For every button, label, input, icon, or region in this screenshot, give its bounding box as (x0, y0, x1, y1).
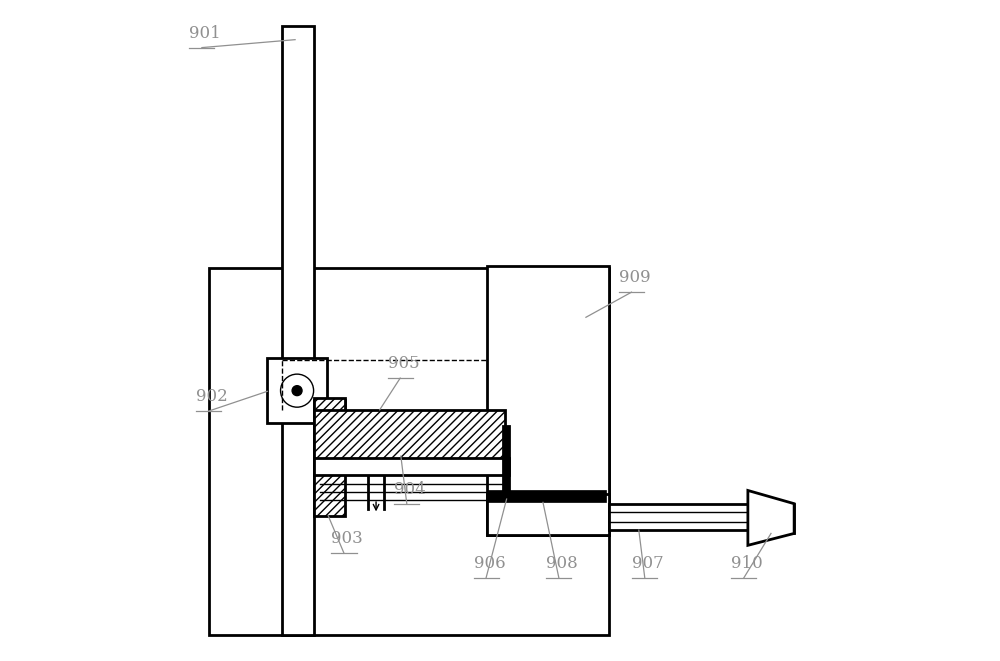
Text: 901: 901 (189, 24, 221, 42)
Text: 906: 906 (474, 555, 505, 572)
Bar (609, 504, 748, 530)
Text: 903: 903 (331, 530, 363, 547)
Bar (267, 358, 327, 423)
Bar (487, 266, 609, 535)
Bar (282, 26, 314, 635)
Text: 908: 908 (546, 555, 578, 572)
Text: 904: 904 (394, 481, 426, 498)
Text: 909: 909 (619, 269, 651, 286)
Bar (487, 494, 609, 535)
Bar (503, 426, 509, 499)
Circle shape (292, 386, 302, 395)
Text: 905: 905 (388, 355, 419, 372)
Bar (314, 400, 345, 516)
Text: 902: 902 (196, 388, 228, 405)
Bar (314, 398, 345, 412)
Text: 907: 907 (632, 555, 664, 572)
Bar (314, 410, 505, 459)
Bar (487, 490, 606, 502)
Bar (209, 268, 609, 635)
Bar (314, 458, 509, 475)
Text: 910: 910 (731, 555, 763, 572)
Polygon shape (748, 490, 794, 545)
